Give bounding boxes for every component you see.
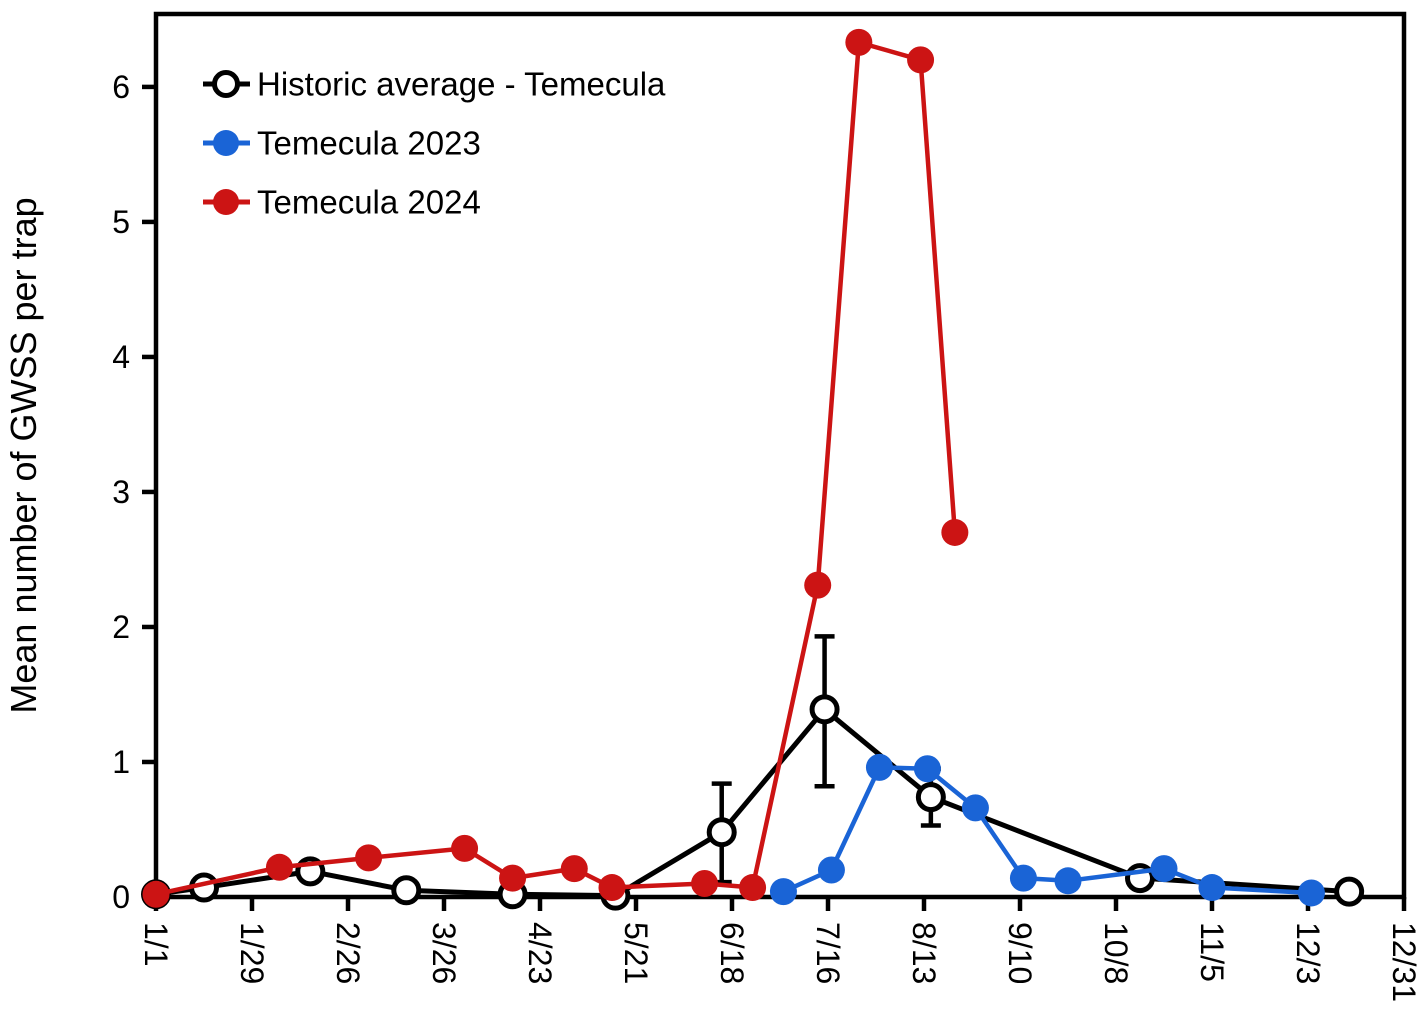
- y-tick-label: 1: [112, 744, 130, 780]
- legend: Historic average - Temecula Temecula 2023…: [203, 66, 666, 221]
- y-tick-label: 4: [112, 339, 130, 375]
- data-point-filled-circle: [598, 874, 626, 902]
- x-tick-label: 6/18: [714, 922, 750, 984]
- legend-label: Temecula 2023: [257, 125, 481, 162]
- data-point-filled-circle: [1054, 867, 1082, 895]
- x-tick-label: 7/16: [810, 922, 846, 984]
- data-point-filled-circle: [961, 794, 989, 822]
- y-tick-label: 2: [112, 609, 130, 645]
- legend-label: Historic average - Temecula: [257, 66, 666, 103]
- data-point-open-circle: [706, 817, 737, 848]
- legend-item-temecula-2024: Temecula 2024: [203, 184, 481, 221]
- data-point-open-circle: [391, 875, 422, 906]
- y-tick-label: 6: [112, 69, 130, 105]
- legend-label: Temecula 2024: [257, 184, 481, 221]
- data-point-filled-circle: [265, 853, 293, 881]
- data-point-open-circle: [915, 782, 946, 813]
- data-point-filled-circle: [355, 844, 383, 872]
- x-tick-label: 1/1: [138, 922, 174, 966]
- y-tick-label: 3: [112, 474, 130, 510]
- data-point-filled-circle: [1198, 874, 1226, 902]
- x-tick-label: 3/26: [426, 922, 462, 984]
- data-point-filled-circle: [560, 855, 588, 883]
- legend-item-temecula-2023: Temecula 2023: [203, 125, 481, 162]
- data-point-filled-circle: [499, 864, 527, 892]
- x-tick-label: 9/10: [1002, 922, 1038, 984]
- data-point-open-circle: [809, 694, 840, 725]
- legend-marker-open-circle-icon: [212, 70, 240, 98]
- series-line: [781, 765, 1314, 896]
- legend-item-historic-average-temecula: Historic average - Temecula: [203, 66, 666, 103]
- data-point-filled-circle: [691, 869, 719, 897]
- x-tick-label: 11/5: [1194, 922, 1230, 982]
- x-tick-label: 1/29: [234, 922, 270, 984]
- data-point-filled-circle: [451, 834, 479, 862]
- data-point-open-circle: [1334, 876, 1365, 907]
- data-point-filled-circle: [1297, 879, 1325, 907]
- data-point-filled-circle: [1150, 855, 1178, 883]
- x-tick-label: 2/26: [330, 922, 366, 984]
- series-historic-average-temecula: [141, 634, 1365, 911]
- x-tick-label: 5/21: [618, 922, 654, 984]
- data-point-filled-circle: [913, 755, 941, 783]
- data-point-filled-circle: [1009, 864, 1037, 892]
- y-tick-label: 0: [112, 879, 130, 915]
- x-tick-label: 8/13: [906, 922, 942, 984]
- data-point-filled-circle: [769, 878, 797, 906]
- data-point-filled-circle: [941, 518, 969, 546]
- x-tick-label: 4/23: [522, 922, 558, 984]
- series-temecula-2024: [142, 28, 969, 908]
- data-point-filled-circle: [739, 874, 767, 902]
- series-line: [153, 40, 958, 897]
- data-point-filled-circle: [804, 571, 832, 599]
- x-tick-label: 12/3: [1290, 922, 1326, 984]
- x-tick-label: 12/31: [1386, 922, 1420, 1002]
- data-point-filled-circle: [865, 753, 893, 781]
- data-point-filled-circle: [845, 28, 873, 56]
- data-point-filled-circle: [817, 856, 845, 884]
- series-temecula-2023: [769, 753, 1325, 907]
- y-tick-label: 5: [112, 204, 130, 240]
- y-axis-title: Mean number of GWSS per trap: [3, 197, 44, 713]
- legend-marker-filled-circle-icon: [213, 189, 239, 215]
- data-point-filled-circle: [907, 46, 935, 74]
- data-point-filled-circle: [142, 880, 170, 908]
- x-tick-label: 10/8: [1098, 922, 1134, 984]
- x-axis: 1/1 1/29 2/26 3/26 4/23 5/21 6/18 7/16 8/13 9/10 1…: [138, 897, 1420, 1002]
- y-axis: 0 1 2 3 4 5 6: [112, 69, 156, 915]
- legend-marker-filled-circle-icon: [213, 130, 239, 156]
